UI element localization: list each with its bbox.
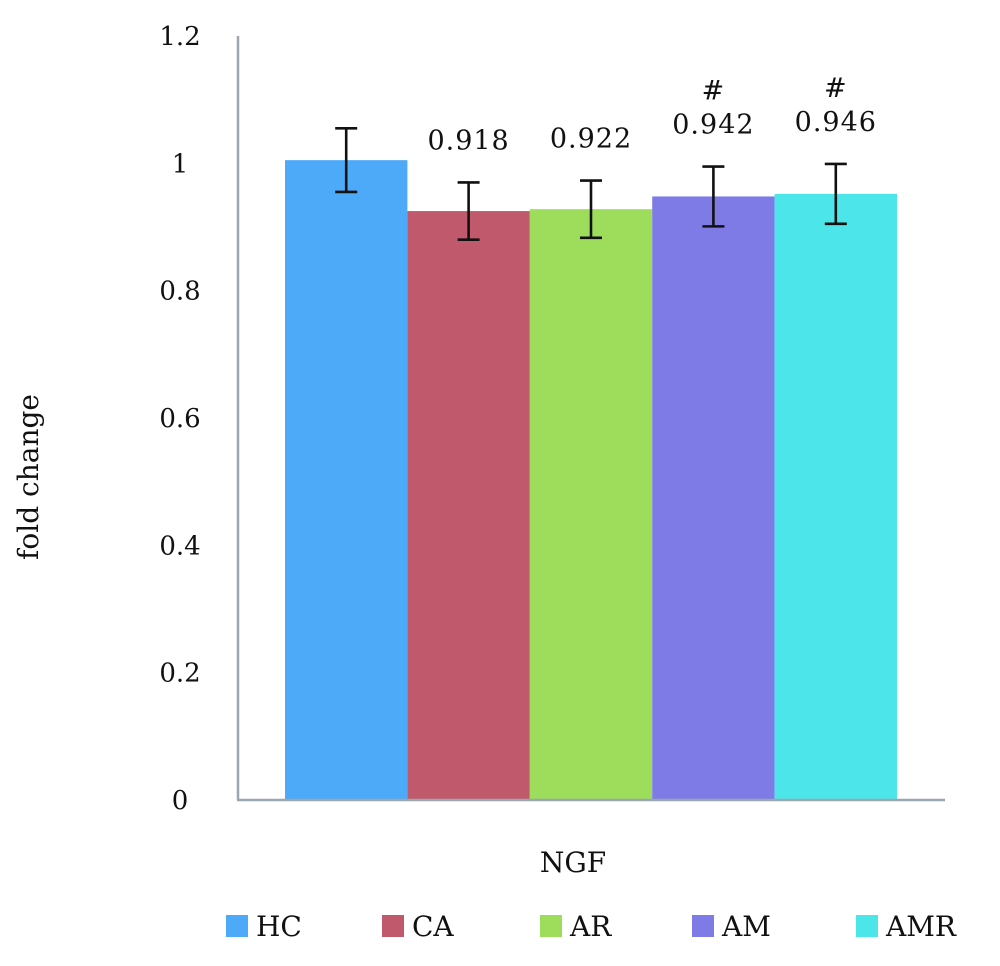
error-bar-am xyxy=(702,165,725,228)
legend-swatch xyxy=(856,915,878,937)
legend-swatch xyxy=(692,915,714,937)
y-tick-label: 1 xyxy=(172,149,189,179)
bar-am xyxy=(652,196,775,800)
y-tick-label: 0.6 xyxy=(159,404,200,434)
legend-item-amr: AMR xyxy=(856,910,957,943)
legend-swatch xyxy=(540,915,562,937)
y-tick-label: 0 xyxy=(172,786,189,816)
legend-item-am: AM xyxy=(692,910,771,943)
data-label-amr: 0.946 xyxy=(795,107,877,138)
y-tick-label: 0.4 xyxy=(159,531,200,561)
legend-label: AR xyxy=(569,910,612,943)
legend-item-hc: HC xyxy=(226,910,302,943)
error-bars-group xyxy=(335,127,847,242)
legend-label: HC xyxy=(256,910,302,943)
y-axis-title: fold change xyxy=(12,394,45,560)
bars-group xyxy=(285,160,897,801)
data-label-am: 0.942 xyxy=(672,110,754,141)
legend-label: CA xyxy=(412,910,454,943)
x-axis-title: NGF xyxy=(540,846,606,879)
significance-mark-amr: # xyxy=(824,73,848,104)
bar-hc xyxy=(285,160,408,800)
significance-mark-am: # xyxy=(702,76,726,107)
legend-label: AMR xyxy=(885,910,957,943)
legend-label: AM xyxy=(721,910,771,943)
error-bar-ar xyxy=(580,179,602,240)
legend-swatch xyxy=(226,915,248,937)
data-label-ca: 0.918 xyxy=(427,125,509,156)
legend-item-ca: CA xyxy=(382,910,454,943)
y-tick-labels: 0 0.2 0.4 0.6 0.8 1 1.2 xyxy=(159,22,200,816)
error-bar-ca xyxy=(457,181,480,242)
legend-swatch xyxy=(382,915,404,937)
error-bar-hc xyxy=(335,127,358,194)
data-label-ar: 0.922 xyxy=(550,124,632,155)
data-labels-group: 0.918 0.922 0.942#0.946# xyxy=(427,73,877,156)
y-tick-label: 0.2 xyxy=(159,659,200,689)
y-tick-label: 1.2 xyxy=(159,22,200,52)
y-tick-label: 0.8 xyxy=(159,277,200,307)
bar-amr xyxy=(774,193,897,801)
error-bar-amr xyxy=(824,162,847,226)
bar-ca xyxy=(407,211,530,801)
legend: HC CA AR AM AMR xyxy=(226,910,957,943)
legend-item-ar: AR xyxy=(540,910,612,943)
bar-ar xyxy=(529,209,653,800)
